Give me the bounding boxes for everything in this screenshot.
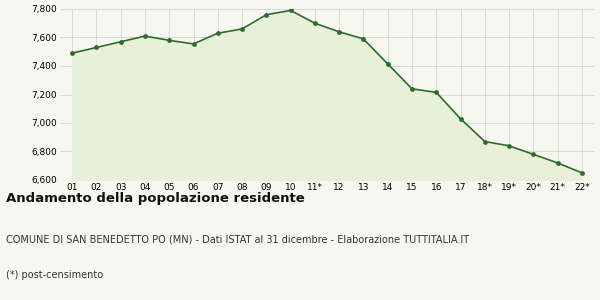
Point: [383, 61, 392, 66]
Point: [504, 143, 514, 148]
Point: [529, 152, 538, 157]
Point: [67, 51, 77, 56]
Point: [213, 31, 223, 36]
Point: [116, 39, 125, 44]
Point: [577, 170, 587, 175]
Point: [286, 8, 295, 13]
Text: (*) post-censimento: (*) post-censimento: [6, 270, 103, 280]
Point: [334, 29, 344, 34]
Point: [553, 160, 562, 165]
Point: [480, 139, 490, 144]
Point: [140, 34, 150, 38]
Point: [407, 86, 417, 91]
Point: [164, 38, 174, 43]
Point: [237, 26, 247, 31]
Point: [359, 37, 368, 41]
Point: [310, 21, 320, 26]
Point: [188, 41, 198, 46]
Point: [262, 12, 271, 17]
Text: Andamento della popolazione residente: Andamento della popolazione residente: [6, 192, 305, 205]
Point: [456, 116, 466, 121]
Point: [92, 45, 101, 50]
Text: COMUNE DI SAN BENEDETTO PO (MN) - Dati ISTAT al 31 dicembre - Elaborazione TUTTI: COMUNE DI SAN BENEDETTO PO (MN) - Dati I…: [6, 234, 469, 244]
Point: [431, 90, 441, 95]
